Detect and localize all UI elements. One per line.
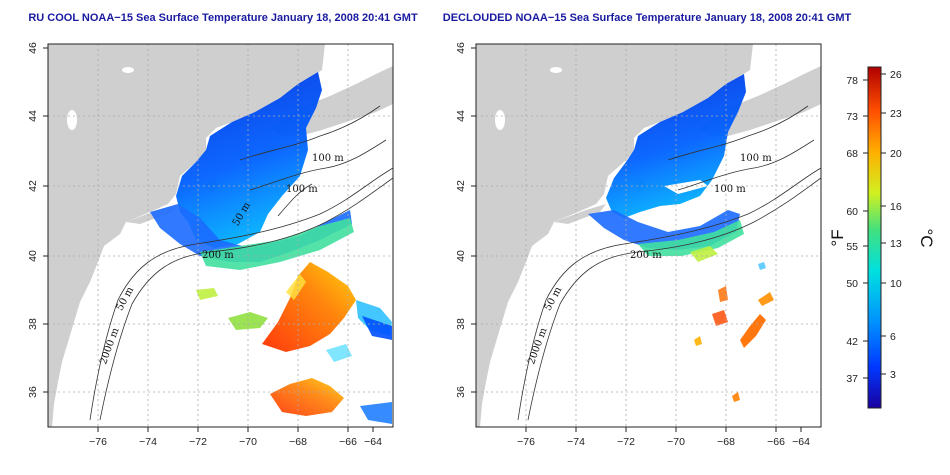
sst-shelf-cold <box>150 204 352 262</box>
y-tick-label: 38 <box>27 318 39 330</box>
y-tick-label: 46 <box>455 42 467 54</box>
y-tick-label: 44 <box>455 110 467 122</box>
fahrenheit-tick-label: 42 <box>846 336 858 348</box>
sst-shelf-break <box>638 220 744 256</box>
contour-label: 200 m <box>202 250 234 261</box>
x-tick-label: −74 <box>139 436 157 448</box>
fahrenheit-tick-label: 37 <box>846 373 858 385</box>
fahrenheit-tick-label: 60 <box>846 206 858 218</box>
land-us-coast <box>48 44 325 427</box>
contour-label: 100 m <box>740 153 772 164</box>
map-frame <box>47 43 394 428</box>
x-tick-label: −70 <box>239 436 257 448</box>
y-tick-label: 44 <box>27 110 39 122</box>
celsius-tick-label: 23 <box>890 108 902 120</box>
fahrenheit-tick-label: 78 <box>846 75 858 87</box>
x-tick-label: −68 <box>289 436 307 448</box>
x-tick-label: −74 <box>567 436 585 448</box>
celsius-tick-label: 13 <box>890 238 902 250</box>
x-tick-label: −66 <box>339 436 357 448</box>
sst-gulf-of-maine <box>176 72 322 248</box>
celsius-tick-label: 16 <box>890 201 902 213</box>
y-tick-label: 46 <box>27 42 39 54</box>
x-tick-label: −76 <box>517 436 535 448</box>
celsius-tick-label: 26 <box>890 69 902 81</box>
bathymetry-contours <box>517 105 821 421</box>
fahrenheit-tick-label: 55 <box>846 241 858 253</box>
land-long-island <box>554 204 606 224</box>
x-tick-label: −76 <box>89 436 107 448</box>
x-tick-label: −64 <box>792 436 810 448</box>
y-tick-label: 38 <box>455 318 467 330</box>
x-tick-label: −70 <box>667 436 685 448</box>
fahrenheit-tick-label: 68 <box>846 148 858 160</box>
sst-shelf-break <box>200 218 354 270</box>
x-axis: −76 −74 −72 −70 −68 −66 −64 <box>517 427 810 448</box>
y-tick-label: 40 <box>455 250 467 262</box>
y-tick-label: 42 <box>455 180 467 192</box>
celsius-tick-label: 6 <box>890 331 896 343</box>
contour-label: 100 m <box>312 153 344 164</box>
y-tick-label: 42 <box>27 180 39 192</box>
bathymetry-contours <box>89 105 393 421</box>
x-tick-label: −68 <box>717 436 735 448</box>
fahrenheit-tick-label: 50 <box>846 278 858 290</box>
map-title: RU COOL NOAA−15 Sea Surface Temperature … <box>28 12 418 24</box>
x-axis: −76 −74 −72 −70 −68 −66 −64 <box>89 427 382 448</box>
contour-label: 200 m <box>630 250 662 261</box>
fahrenheit-tick-label: 73 <box>846 111 858 123</box>
contour-label: 100 m <box>714 184 746 195</box>
celsius-tick-label: 3 <box>890 369 896 381</box>
x-tick-label: −64 <box>364 436 382 448</box>
x-tick-label: −66 <box>767 436 785 448</box>
land-us-coast <box>476 44 753 427</box>
map-right: DECLOUDED NOAA−15 Sea Surface Temperatur… <box>443 12 852 448</box>
colorbar: 78 73 68 60 55 50 42 37 26 23 20 16 13 1… <box>828 66 936 409</box>
map-title: DECLOUDED NOAA−15 Sea Surface Temperatur… <box>443 12 852 24</box>
y-axis: 46 44 42 40 38 36 <box>455 42 476 398</box>
celsius-tick-label: 10 <box>890 278 902 290</box>
x-tick-label: −72 <box>617 436 635 448</box>
map-frame <box>475 43 822 428</box>
contour-label: 100 m <box>286 184 318 195</box>
celsius-unit-label: °C <box>917 228 936 247</box>
colorbar-scale <box>867 66 882 409</box>
celsius-tick-label: 20 <box>890 148 902 160</box>
y-axis: 46 44 42 40 38 36 <box>27 42 48 398</box>
y-tick-label: 36 <box>455 386 467 398</box>
y-tick-label: 40 <box>27 250 39 262</box>
fahrenheit-unit-label: °F <box>828 229 847 246</box>
map-left: RU COOL NOAA−15 Sea Surface Temperature … <box>27 12 418 448</box>
y-tick-label: 36 <box>27 386 39 398</box>
sst-warm-eddy <box>262 262 356 352</box>
x-tick-label: −72 <box>189 436 207 448</box>
